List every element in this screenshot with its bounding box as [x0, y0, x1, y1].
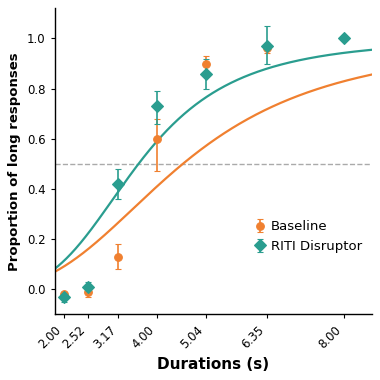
Y-axis label: Proportion of long responses: Proportion of long responses: [8, 52, 21, 271]
Legend: Baseline, RITI Disruptor: Baseline, RITI Disruptor: [256, 220, 362, 253]
X-axis label: Durations (s): Durations (s): [157, 357, 269, 372]
